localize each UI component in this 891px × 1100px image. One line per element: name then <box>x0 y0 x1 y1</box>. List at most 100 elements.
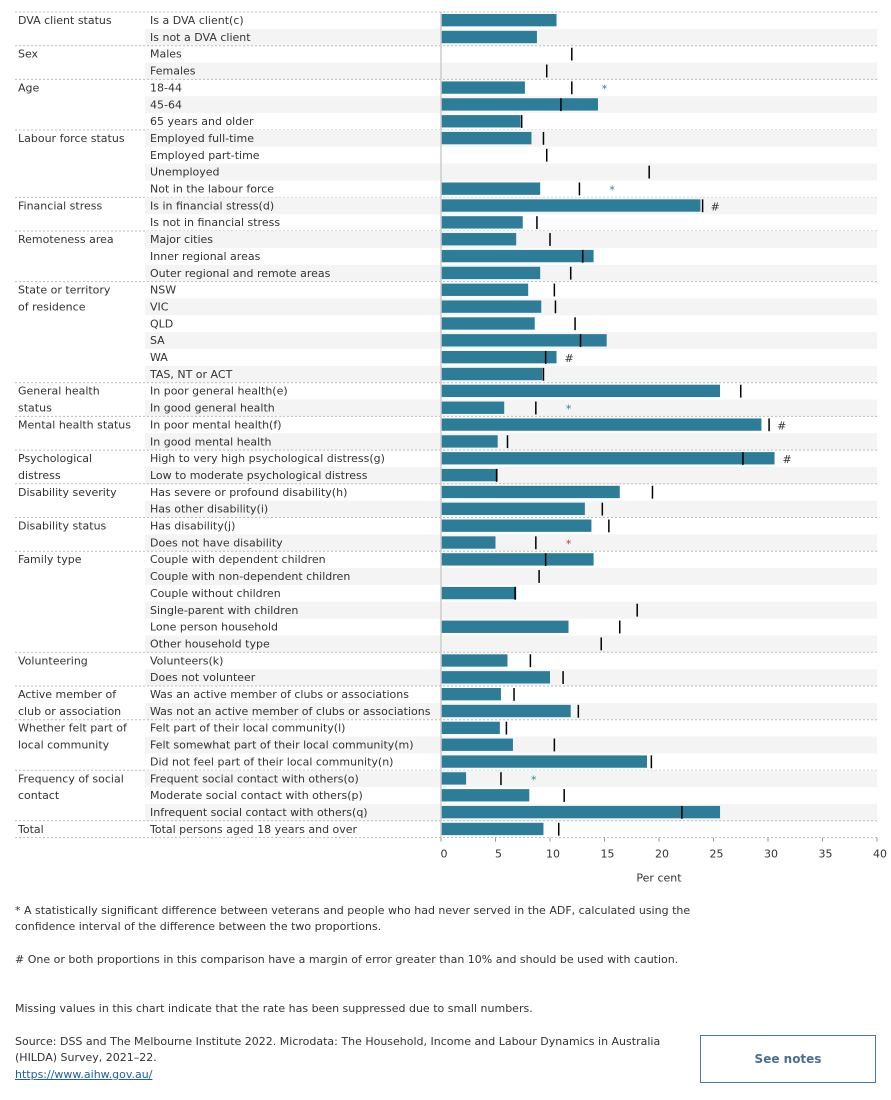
row-label: Was an active member of clubs or associa… <box>150 688 409 701</box>
source-note: Source: DSS and The Melbourne Institute … <box>15 1035 661 1064</box>
x-tick-label: 25 <box>710 848 724 861</box>
row-label: High to very high psychological distress… <box>150 452 385 465</box>
group-label: Sex <box>18 48 39 61</box>
bar <box>441 485 620 499</box>
row-label: QLD <box>150 317 173 330</box>
group-label: Active member of <box>18 688 117 701</box>
group-label: Labour force status <box>18 132 125 145</box>
row-label: Does not volunteer <box>150 671 256 684</box>
row-label: Lone person household <box>150 621 278 634</box>
bar <box>441 81 525 94</box>
group-label: Disability severity <box>18 486 117 499</box>
group-label: General health <box>18 385 100 398</box>
row-label: Employed part-time <box>150 149 260 162</box>
group-label: Total <box>17 823 44 836</box>
group-label: DVA client status <box>18 14 112 27</box>
bar <box>441 721 500 735</box>
significance-star: * <box>609 184 615 197</box>
bar <box>441 182 541 195</box>
group-label: Financial stress <box>18 199 102 212</box>
bar <box>441 216 523 229</box>
row-label: 65 years and older <box>150 115 254 128</box>
row-label: Major cities <box>150 233 213 246</box>
note-margin-of-error: # One or both proportions in this compar… <box>15 953 679 966</box>
row-label: NSW <box>150 284 176 297</box>
row-label: 45-64 <box>150 98 182 111</box>
bar <box>441 519 592 532</box>
row-band <box>145 62 877 80</box>
bar <box>441 367 543 381</box>
group-label: local community <box>18 739 110 752</box>
row-band <box>145 635 877 653</box>
row-label: In poor general health(e) <box>150 385 288 398</box>
row-label: Is a DVA client(c) <box>150 14 244 27</box>
row-label: Has disability(j) <box>150 520 235 533</box>
x-tick-label: 40 <box>873 848 887 861</box>
bar <box>441 266 541 280</box>
group-label: Whether felt part of <box>18 722 128 735</box>
significance-star: * <box>602 82 608 95</box>
x-tick-label: 0 <box>441 848 448 861</box>
row-label: 18-44 <box>150 81 182 94</box>
bar <box>441 384 721 398</box>
row-label: VIC <box>150 300 169 313</box>
row-label: WA <box>150 351 168 364</box>
bar <box>441 553 594 566</box>
bar <box>441 435 498 448</box>
bar <box>441 30 537 44</box>
bar <box>441 688 501 701</box>
row-label: Did not feel part of their local communi… <box>150 755 393 768</box>
significance-star: * <box>531 773 537 786</box>
row-label: In poor mental health(f) <box>150 418 282 431</box>
bar <box>441 671 550 684</box>
bar <box>441 452 775 465</box>
bar <box>441 334 607 347</box>
bar <box>441 131 532 145</box>
row-label: Employed full-time <box>150 132 254 145</box>
row-label: Couple with dependent children <box>150 553 326 566</box>
significance-star: * <box>566 537 572 550</box>
x-tick-label: 30 <box>764 848 778 861</box>
x-tick-label: 15 <box>601 848 615 861</box>
row-band <box>145 568 877 585</box>
row-label: Is not in financial stress <box>150 216 280 229</box>
row-label: Couple with non-dependent children <box>150 570 350 583</box>
bar <box>441 755 648 768</box>
row-band <box>145 466 877 484</box>
group-label: Remoteness area <box>18 233 114 246</box>
group-label: Volunteering <box>18 654 88 667</box>
bar <box>441 199 701 212</box>
group-label: Frequency of social <box>18 772 124 785</box>
row-label: In good mental health <box>150 435 272 448</box>
hash-flag: # <box>565 352 574 365</box>
note-significance: * A statistically significant difference… <box>15 904 691 933</box>
row-label: Is in financial stress(d) <box>150 199 274 212</box>
row-label: Total persons aged 18 years and over <box>149 823 358 836</box>
group-label: Mental health status <box>18 418 131 431</box>
row-label: Males <box>150 48 182 61</box>
row-label: Has other disability(i) <box>150 503 268 516</box>
bar <box>441 98 598 111</box>
row-label: Low to moderate psychological distress <box>150 469 368 482</box>
row-label: In good general health <box>150 402 275 415</box>
row-label: Does not have disability <box>150 536 283 549</box>
row-band <box>145 534 877 552</box>
row-band <box>145 399 877 417</box>
bar <box>441 536 496 549</box>
bar <box>441 317 535 330</box>
x-tick-label: 35 <box>819 848 833 861</box>
group-label: State or territory <box>18 284 111 297</box>
group-label: Family type <box>18 553 82 566</box>
bar <box>441 249 594 263</box>
see-notes-button[interactable]: See notes <box>700 1035 876 1083</box>
bar <box>441 300 542 313</box>
row-label: SA <box>150 334 165 347</box>
row-label: Couple without children <box>150 587 281 600</box>
row-band <box>145 601 877 619</box>
row-label: Females <box>150 65 196 78</box>
bar <box>441 822 544 836</box>
group-label: contact <box>18 789 60 802</box>
aihw-link[interactable]: https://www.aihw.gov.au/ <box>15 1068 153 1081</box>
row-label: Felt somewhat part of their local commun… <box>150 739 414 752</box>
